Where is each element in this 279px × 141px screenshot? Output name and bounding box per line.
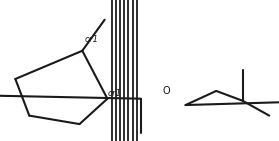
Text: O: O (162, 86, 170, 96)
Text: or1: or1 (85, 35, 99, 44)
Text: or1: or1 (107, 89, 121, 98)
